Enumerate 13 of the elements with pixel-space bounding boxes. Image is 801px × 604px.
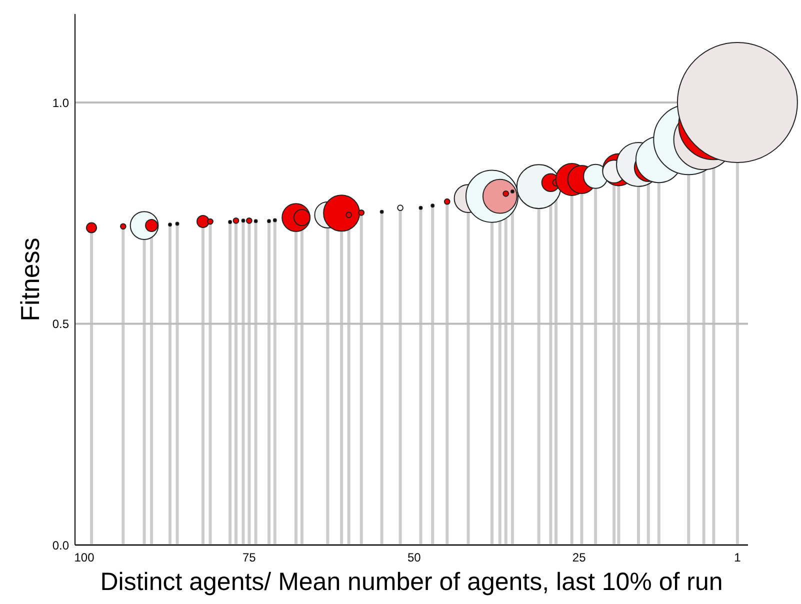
x-tick-label: 100 [74,550,95,565]
y-tick-label: 0.5 [52,317,70,332]
y-axis-title: Fitness [15,238,46,322]
y-tick-label: 0.0 [52,538,70,552]
x-axis-title: Distinct agents/ Mean number of agents, last 10% of run [100,568,723,596]
point [196,215,210,228]
x-tick-label: 75 [242,550,256,565]
point [86,222,98,234]
y-tick-label: 1.0 [52,96,70,110]
point [145,219,158,232]
x-tick-label: 25 [572,550,586,565]
x-tick-label: 50 [407,550,422,565]
x-tick-label: 1 [734,550,742,565]
